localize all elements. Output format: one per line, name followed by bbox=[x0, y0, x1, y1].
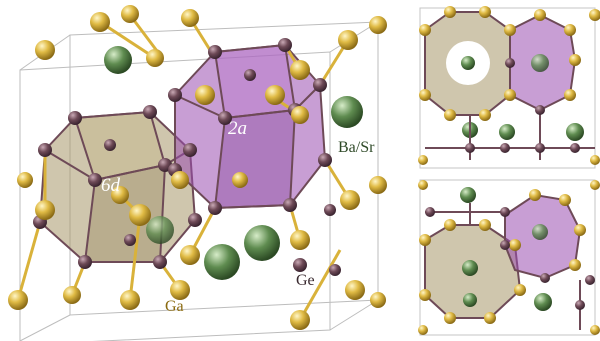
ge-atoms bbox=[33, 38, 341, 276]
ba-sr-atom bbox=[204, 244, 240, 280]
ba-sr-atoms bbox=[104, 46, 363, 280]
cage-6d-label: 6d bbox=[101, 175, 120, 196]
projection-view-bottom bbox=[418, 179, 600, 336]
main-structure-view bbox=[8, 5, 387, 341]
ba-sr-atom bbox=[244, 225, 280, 261]
ba-sr-atom bbox=[331, 96, 363, 128]
ga-label: Ga bbox=[165, 298, 184, 315]
ba-sr-atom bbox=[146, 216, 174, 244]
ba-sr-label: Ba/Sr bbox=[338, 139, 375, 156]
projection-view-top bbox=[418, 6, 600, 169]
ba-sr-atom bbox=[104, 46, 132, 74]
ge-label: Ge bbox=[296, 272, 315, 289]
cage-2a-label: 2a bbox=[228, 118, 247, 139]
ga-atoms bbox=[8, 5, 387, 330]
